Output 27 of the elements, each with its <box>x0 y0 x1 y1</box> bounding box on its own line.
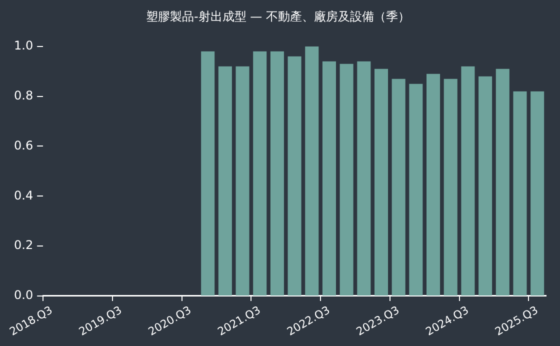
bar <box>218 66 232 296</box>
y-tick-label: 0.6 <box>14 138 34 152</box>
y-tick-label: 0.0 <box>14 288 34 302</box>
bar <box>270 51 284 296</box>
bar <box>444 78 458 296</box>
bar <box>201 51 215 296</box>
chart-title: 塑膠製品-射出成型 — 不動產、廠房及設備（季） <box>146 9 410 24</box>
y-tick-label: 0.4 <box>14 188 34 202</box>
bar <box>288 56 302 296</box>
y-tick-label: 0.2 <box>14 238 34 252</box>
bar <box>461 66 475 296</box>
bar <box>236 66 250 296</box>
bar <box>357 61 371 296</box>
bar <box>305 46 319 296</box>
bar <box>322 61 336 296</box>
y-tick-label: 0.8 <box>14 88 34 102</box>
bar <box>409 84 423 296</box>
bar <box>478 76 492 296</box>
y-tick-label: 1.0 <box>14 38 34 53</box>
bar <box>340 64 354 296</box>
bar <box>513 91 527 296</box>
bar <box>374 68 388 296</box>
bar <box>530 91 544 296</box>
bar <box>496 68 510 296</box>
bar <box>392 78 406 296</box>
bar <box>253 51 267 296</box>
bar <box>426 74 440 296</box>
